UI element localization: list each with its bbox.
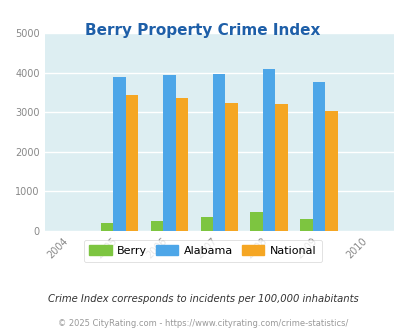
Bar [300,219,312,231]
Bar [250,213,262,231]
Text: Berry Property Crime Index: Berry Property Crime Index [85,23,320,38]
Bar [175,98,188,231]
Bar [225,103,237,231]
Bar [163,75,175,231]
Bar [150,221,163,231]
Text: Crime Index corresponds to incidents per 100,000 inhabitants: Crime Index corresponds to incidents per… [47,294,358,304]
Bar [312,82,324,231]
Text: © 2025 CityRating.com - https://www.cityrating.com/crime-statistics/: © 2025 CityRating.com - https://www.city… [58,319,347,328]
Bar [113,77,126,231]
Legend: Berry, Alabama, National: Berry, Alabama, National [84,240,321,262]
Bar [126,95,138,231]
Bar [262,69,275,231]
Bar [200,217,213,231]
Bar [324,111,337,231]
Bar [100,223,113,231]
Bar [275,104,287,231]
Bar [213,74,225,231]
